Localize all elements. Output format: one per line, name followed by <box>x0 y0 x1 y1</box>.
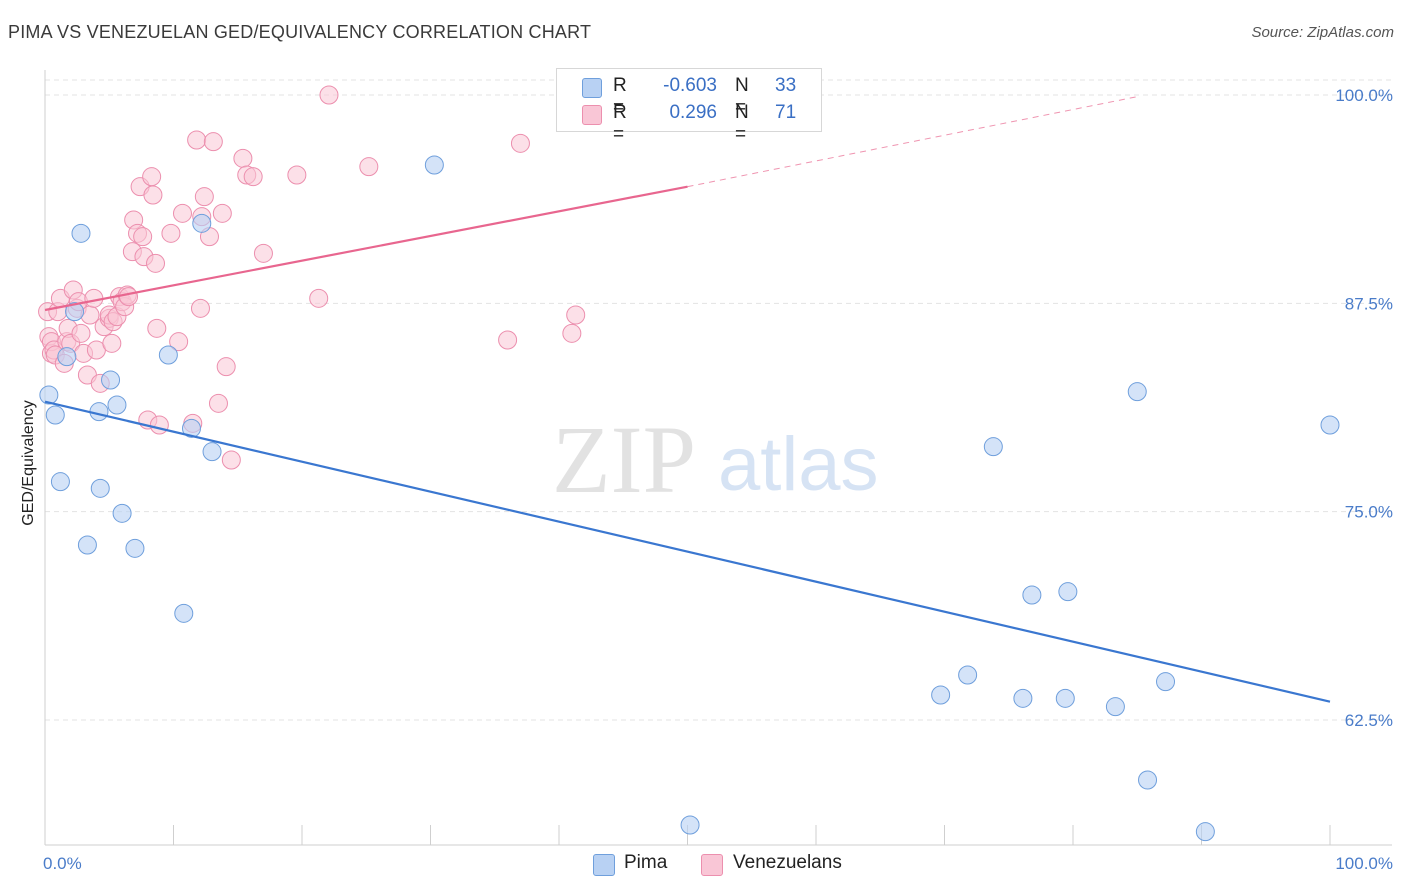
pima-point <box>1105 697 1125 717</box>
pima-point <box>181 418 201 438</box>
pima-point <box>958 665 978 685</box>
pima-points <box>39 155 1340 842</box>
pima-point <box>202 442 222 462</box>
venezuelans-point <box>253 243 273 263</box>
tick-labels: 62.5% 75.0% 87.5% 100.0% 0.0% 100.0% <box>43 86 1393 873</box>
venezuelans-point <box>161 223 181 243</box>
watermark: ZIP atlas <box>552 406 879 513</box>
pima-point <box>1058 582 1078 602</box>
correlation-legend: R = -0.603 N = 33 R = 0.296 N = 71 <box>556 68 822 145</box>
venezuelans-point <box>71 323 91 343</box>
pima-point <box>65 302 85 322</box>
venezuelans-point <box>169 332 189 352</box>
pima-point <box>1013 688 1033 708</box>
axes <box>44 70 1392 846</box>
pima-point <box>158 345 178 365</box>
venezuelans-point <box>172 203 192 223</box>
source-label: Source: ZipAtlas.com <box>1251 24 1394 41</box>
venezuelans-point <box>216 357 236 377</box>
venezuelans-point <box>147 318 167 338</box>
venezuelans-point <box>221 450 241 470</box>
venezuelans-point <box>208 393 228 413</box>
venezuelans-point <box>194 187 214 207</box>
venezuelans-point <box>102 333 122 353</box>
n-value: 33 <box>775 75 797 96</box>
y-axis-label: GED/Equivalency <box>20 400 37 525</box>
y-tick-label: 75.0% <box>1345 503 1393 522</box>
venezuelans-point <box>190 298 210 318</box>
pima-legend-swatch <box>593 854 615 876</box>
pima-point <box>71 223 91 243</box>
r-value: -0.603 <box>663 75 717 96</box>
y-tick-label: 62.5% <box>1345 711 1393 730</box>
trend-lines <box>44 96 1331 703</box>
venezuelans-point <box>149 415 169 435</box>
pima-point <box>45 405 65 425</box>
pima-point <box>39 385 59 405</box>
y-tick-label: 100.0% <box>1335 86 1393 105</box>
venezuelans-legend-swatch <box>701 854 723 876</box>
venezuelans-point <box>133 227 153 247</box>
n-value: 71 <box>775 102 797 123</box>
venezuelans-point <box>233 148 253 168</box>
pima-point <box>1195 822 1215 842</box>
r-value: 0.296 <box>669 102 717 123</box>
venezuelans-point <box>498 330 518 350</box>
pima-swatch <box>582 78 602 98</box>
pima-point <box>90 478 110 498</box>
pima-point <box>424 155 444 175</box>
venezuelans-point <box>309 288 329 308</box>
pima-point <box>1055 688 1075 708</box>
pima-point <box>1156 672 1176 692</box>
pima-point <box>1127 382 1147 402</box>
pima-point <box>931 685 951 705</box>
pima-point <box>1022 585 1042 605</box>
venezuelans-point <box>187 130 207 150</box>
x-tick-label: 0.0% <box>43 854 82 873</box>
venezuelans-legend-label: Venezuelans <box>733 852 842 873</box>
venezuelans-point <box>243 167 263 187</box>
y-tick-label: 87.5% <box>1345 294 1393 313</box>
venezuelans-point <box>287 165 307 185</box>
venezuelans-point <box>319 85 339 105</box>
venezuelans-point <box>212 203 232 223</box>
pima-point <box>125 538 145 558</box>
venezuelans-point <box>510 133 530 153</box>
pima-point <box>77 535 97 555</box>
pima-point <box>192 213 212 233</box>
venezuelans-point <box>566 305 586 325</box>
pima-point <box>983 437 1003 457</box>
venezuelans-point <box>119 287 139 307</box>
venezuelans-point <box>203 132 223 152</box>
pima-point <box>174 603 194 623</box>
pima-point <box>112 503 132 523</box>
watermark-atlas: atlas <box>718 422 879 507</box>
pima-point <box>1320 415 1340 435</box>
pima-legend-label: Pima <box>624 852 668 873</box>
pima-point <box>57 347 77 367</box>
n-label: N = <box>735 75 749 118</box>
r-label: R = <box>613 102 627 145</box>
chart-title: PIMA VS VENEZUELAN GED/EQUIVALENCY CORRE… <box>8 22 592 42</box>
pima-point <box>101 370 121 390</box>
venezuelans-swatch <box>582 105 602 125</box>
r-label: R = <box>613 75 627 118</box>
pima-point <box>680 815 700 835</box>
venezuelans-point <box>142 167 162 187</box>
x-tick-label: 100.0% <box>1335 854 1393 873</box>
pima-point <box>107 395 127 415</box>
pima-trend-line <box>44 400 1331 703</box>
venezuelans-point <box>359 157 379 177</box>
venezuelans-point <box>143 185 163 205</box>
pima-point <box>1138 770 1158 790</box>
venezuelans-point <box>146 253 166 273</box>
n-label: N = <box>735 102 749 145</box>
watermark-zip: ZIP <box>552 406 696 513</box>
pima-point <box>50 472 70 492</box>
venezuelans-point <box>562 323 582 343</box>
venezuelans-trend-line <box>44 185 688 312</box>
